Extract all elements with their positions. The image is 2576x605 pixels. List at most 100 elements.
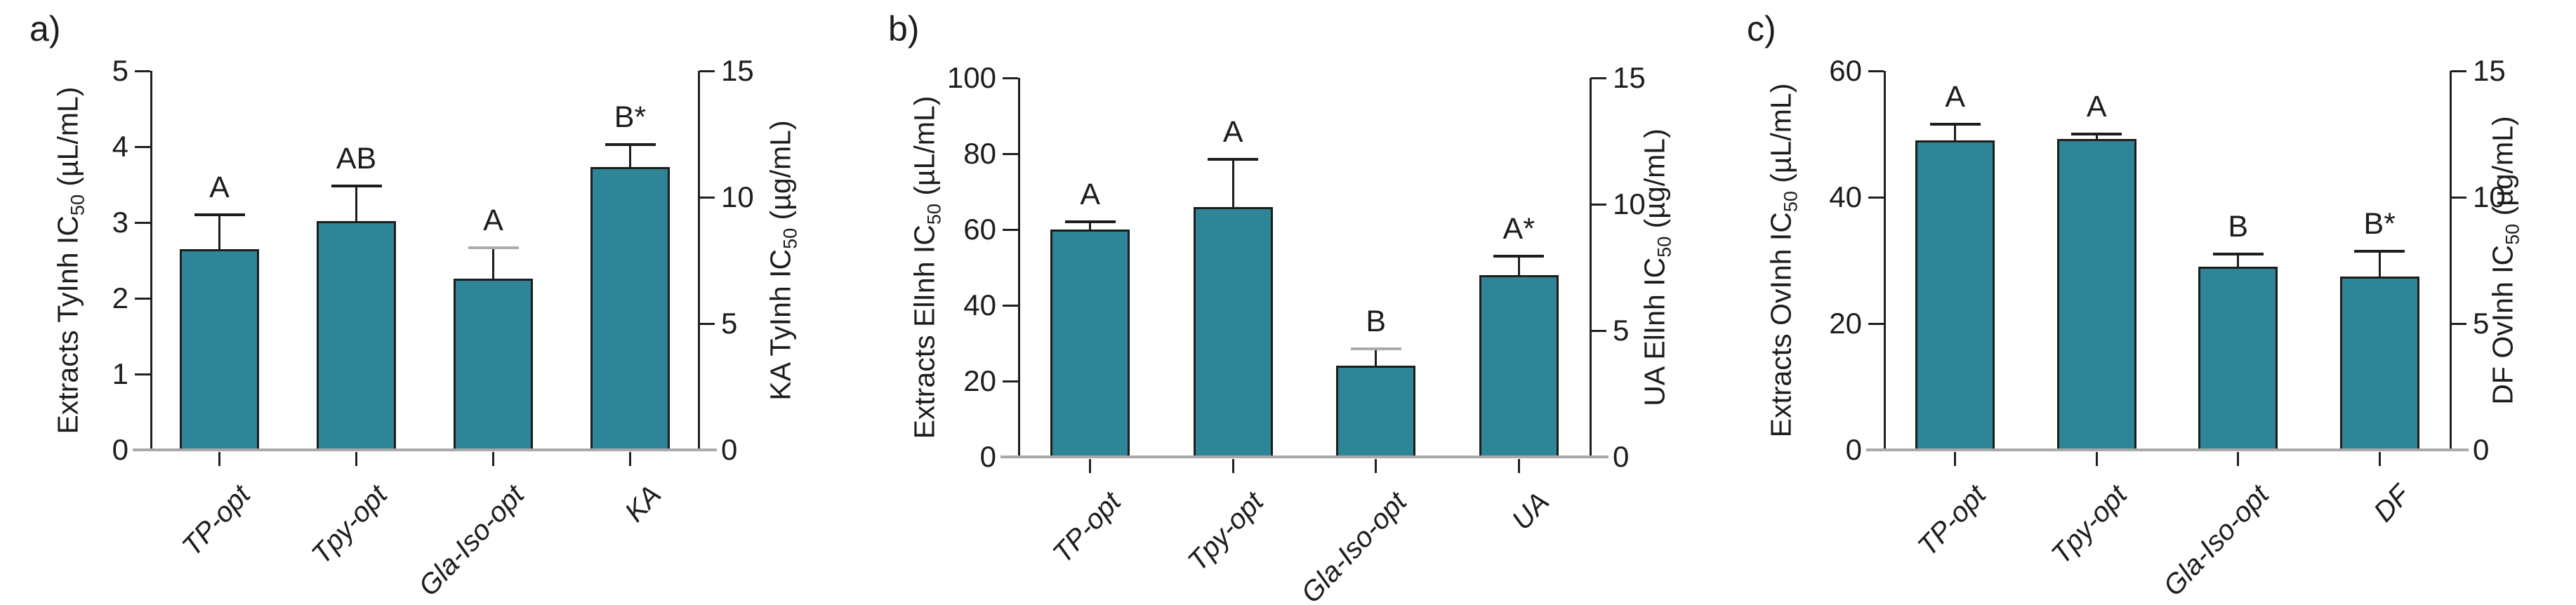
error-bar-cap — [468, 246, 519, 249]
left-tick — [135, 145, 150, 148]
bar-Gla-Iso-opt — [2198, 267, 2278, 450]
right-tick-label: 10 — [2473, 180, 2506, 213]
bar-Gla-Iso-opt — [454, 278, 533, 450]
right-tick — [1591, 77, 1606, 79]
panel-c: c) 0 20 40 60 0 5 10 15 Extracts OvInh IC50 (µL/… — [1717, 0, 2576, 605]
significance-label: B — [2228, 210, 2249, 244]
left-tick-label: 0 — [979, 440, 996, 473]
right-tick-label: 5 — [1613, 314, 1630, 347]
x-tick — [1089, 459, 1092, 473]
significance-label: B* — [2363, 206, 2396, 241]
bar-Tpy-opt — [317, 220, 396, 450]
right-tick — [2451, 69, 2466, 72]
error-bar-cap — [2212, 253, 2264, 255]
left-y-axis-title-text: 50 — [1780, 191, 1802, 213]
right-tick — [699, 322, 715, 325]
error-bar-line — [2378, 251, 2381, 278]
right-tick-label: 0 — [1613, 440, 1630, 473]
x-axis-baseline — [1000, 456, 1609, 458]
right-tick — [1591, 203, 1606, 206]
right-tick — [699, 196, 715, 199]
bar-TP-opt — [1050, 230, 1130, 457]
left-tick-label: 0 — [1845, 433, 1862, 466]
right-tick-label: 5 — [721, 307, 738, 340]
panel-label-b: b) — [888, 9, 920, 48]
significance-label: A — [209, 171, 230, 205]
panel-a: a) 0 1 2 3 4 5 0 5 10 15 Extracts TyInh IC50 (µL/m… — [0, 0, 859, 605]
significance-label: B — [1366, 305, 1387, 339]
x-tick — [2095, 452, 2098, 466]
error-bar-line — [1089, 222, 1092, 231]
right-y-axis-title-text: 50 — [779, 227, 801, 249]
right-tick-label: 15 — [2473, 54, 2506, 87]
left-tick-label: 60 — [963, 213, 996, 246]
bar-KA — [590, 167, 670, 450]
left-tick — [135, 221, 150, 224]
left-tick-label: 80 — [963, 137, 996, 170]
right-y-axis-title: UA ElInh IC50 (µg/mL) — [1639, 128, 1676, 406]
left-tick — [135, 297, 150, 300]
error-bar-line — [1375, 349, 1378, 368]
left-tick-label: 5 — [112, 54, 128, 87]
left-y-axis-title-text: (µL/mL) — [51, 86, 84, 195]
left-tick-label: 4 — [112, 130, 128, 163]
error-bar-line — [2095, 134, 2098, 141]
panel-b: b) 0 20 40 60 80 100 0 5 10 15 Extracts ElInh IC50… — [859, 0, 1717, 605]
left-y-axis-title-text: (µL/mL) — [1764, 83, 1797, 192]
right-tick — [699, 69, 715, 72]
x-axis-baseline — [1866, 448, 2469, 451]
right-y-axis-title-text: (µg/mL) — [764, 120, 797, 228]
left-tick-label: 2 — [112, 281, 128, 314]
left-tick-label: 20 — [963, 364, 996, 397]
error-bar-cap — [1064, 220, 1116, 224]
right-tick — [1591, 329, 1606, 332]
left-tick — [1003, 77, 1018, 79]
error-bar-line — [1517, 255, 1520, 277]
left-tick — [1003, 152, 1018, 155]
left-tick — [1003, 304, 1018, 307]
right-y-axis-title-text: KA TyInh IC — [764, 248, 797, 401]
significance-label: B* — [614, 100, 647, 134]
error-bar-cap — [2354, 249, 2405, 253]
category-label-TP-opt: TP-opt — [176, 479, 256, 562]
right-y-axis-title-text: 50 — [2502, 223, 2523, 245]
bar-TP-opt — [1915, 140, 1995, 450]
left-tick-label: 40 — [963, 288, 996, 321]
error-bar-cap — [1929, 122, 1981, 126]
x-tick — [629, 452, 631, 466]
error-bar-line — [629, 144, 631, 169]
error-bar-cap — [1493, 254, 1545, 258]
x-tick — [218, 452, 220, 466]
significance-label: A* — [1502, 211, 1535, 246]
error-bar-line — [1231, 159, 1234, 208]
right-y-axis-title-text: (µg/mL) — [1638, 128, 1671, 237]
right-tick-label: 10 — [1613, 187, 1646, 220]
left-tick — [1868, 69, 1884, 72]
right-tick-label: 15 — [721, 54, 754, 87]
significance-label: A — [1945, 79, 1966, 114]
bar-UA — [1479, 274, 1559, 457]
left-y-axis-title: Extracts ElInh IC50 (µL/mL) — [909, 96, 946, 439]
left-y-axis — [1017, 78, 1020, 457]
right-y-axis — [697, 71, 700, 450]
right-tick-label: 15 — [1613, 61, 1646, 94]
left-tick-label: 40 — [1829, 180, 1862, 213]
x-tick — [1517, 459, 1520, 473]
significance-label: A — [1222, 115, 1243, 149]
right-y-axis — [2449, 71, 2452, 450]
right-y-axis-title-text: UA ElInh IC — [1638, 257, 1671, 406]
right-y-axis-title-text: DF OvInh IC — [2486, 244, 2519, 405]
left-tick-label: 100 — [946, 61, 996, 94]
x-tick — [1231, 459, 1234, 473]
left-y-axis — [1883, 71, 1886, 450]
left-tick — [1868, 196, 1884, 199]
right-tick-label: 0 — [2473, 433, 2490, 466]
error-bar-line — [1954, 124, 1957, 142]
left-tick-label: 60 — [1829, 54, 1862, 87]
panel-label-a: a) — [29, 9, 61, 48]
right-tick-label: 10 — [721, 180, 754, 213]
left-y-axis-title-text: (µL/mL) — [908, 95, 941, 204]
left-y-axis — [150, 71, 152, 450]
left-tick — [1003, 228, 1018, 231]
